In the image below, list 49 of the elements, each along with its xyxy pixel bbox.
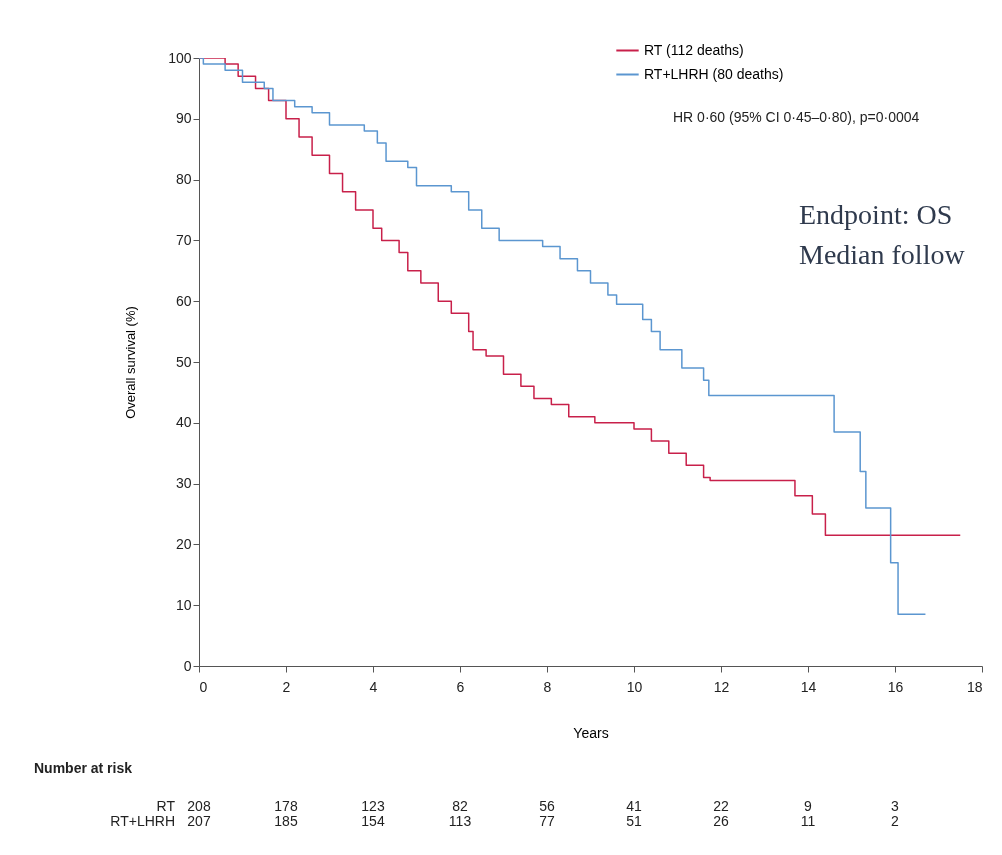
text: 56	[539, 797, 555, 814]
text: Number at risk	[34, 760, 133, 776]
y-axis-title: Overall survival (%)	[123, 306, 139, 419]
text: 11	[800, 812, 816, 829]
annotation: Median follow	[799, 239, 966, 270]
x-tick-label: 4	[369, 678, 378, 695]
x-tick-label: 2	[282, 678, 291, 695]
legend-label: RT (112 deaths)	[644, 41, 744, 58]
y-tick-label: 90	[175, 110, 192, 127]
text: RT	[156, 797, 176, 814]
annotation: HR 0·60 (95% CI 0·45–0·80), p=0·0004	[673, 109, 920, 125]
y-tick-label: 70	[175, 231, 192, 248]
y-tick-label: 20	[175, 535, 192, 552]
text: 178	[274, 797, 298, 814]
text: 123	[361, 797, 385, 814]
text: 208	[187, 797, 211, 814]
legend-label: RT+LHRH (80 deaths)	[644, 65, 784, 82]
x-tick-label: 14	[800, 678, 817, 695]
text: 113	[448, 812, 472, 829]
x-tick-label: 16	[887, 678, 904, 695]
text: 9	[804, 797, 813, 814]
x-tick-label: 0	[199, 678, 208, 695]
text: 51	[626, 812, 642, 829]
y-tick-label: 40	[175, 414, 192, 431]
x-tick-label: 6	[456, 678, 465, 695]
x-tick-label: 8	[543, 678, 552, 695]
x-tick-label: 18	[966, 678, 983, 695]
text: 82	[452, 797, 468, 814]
text: 2	[891, 812, 900, 829]
y-tick-label: 0	[183, 657, 192, 674]
annotation: Endpoint: OS	[799, 199, 953, 230]
y-tick-label: 50	[175, 353, 192, 370]
text: 77	[539, 812, 555, 829]
text: 3	[891, 797, 900, 814]
y-tick-label: 30	[175, 475, 192, 492]
text: 207	[187, 812, 211, 829]
x-axis-title: Years	[573, 724, 609, 741]
text: 22	[713, 797, 729, 814]
y-tick-label: 80	[175, 171, 192, 188]
x-tick-label: 12	[713, 678, 730, 695]
text: RT+LHRH	[110, 812, 175, 829]
y-tick-label: 100	[168, 49, 192, 66]
y-tick-label: 10	[175, 596, 192, 613]
text: 26	[713, 812, 729, 829]
text: 185	[274, 812, 298, 829]
x-tick-label: 10	[626, 678, 643, 695]
text: 41	[626, 797, 642, 814]
y-tick-label: 60	[175, 292, 192, 309]
text: 154	[361, 812, 385, 829]
